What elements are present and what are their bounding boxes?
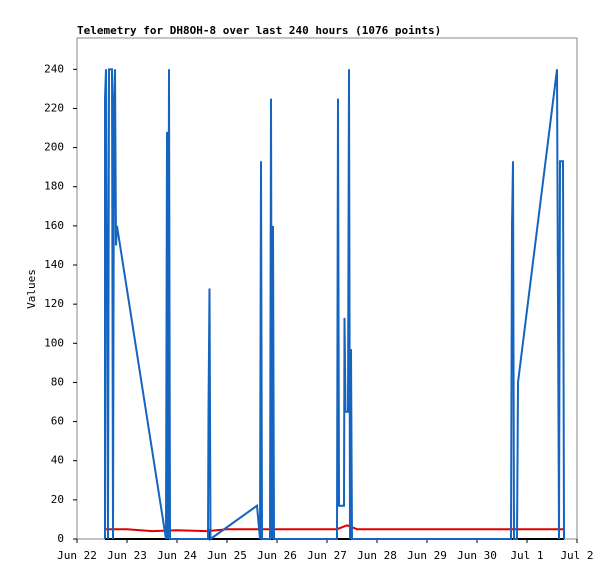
data-line	[104, 68, 565, 541]
y-tick-label: 180	[44, 180, 64, 193]
x-tick-label: Jul 1	[510, 549, 543, 562]
y-tick-label: 80	[51, 375, 64, 388]
x-tick-label: Jun 30	[457, 549, 497, 562]
data-line	[105, 524, 564, 533]
y-tick-label: 140	[44, 258, 64, 271]
y-axis-label: Values	[25, 269, 38, 309]
y-tick-label: 20	[51, 493, 64, 506]
y-tick-label: 200	[44, 141, 64, 154]
chart-title: Telemetry for DH8OH-8 over last 240 hour…	[77, 24, 441, 37]
y-tick-label: 100	[44, 336, 64, 349]
y-tick-label: 60	[51, 415, 64, 428]
x-tick-label: Jun 22	[57, 549, 97, 562]
x-tick-label: Jun 29	[407, 549, 447, 562]
y-tick-label: 220	[44, 101, 64, 114]
y-tick-label: 0	[57, 532, 64, 545]
x-tick-label: Jul 2	[560, 549, 593, 562]
x-tick-label: Jun 28	[357, 549, 397, 562]
x-tick-label: Jun 24	[157, 549, 197, 562]
x-tick-label: Jun 23	[107, 549, 147, 562]
y-tick-label: 160	[44, 219, 64, 232]
plot-frame	[76, 37, 578, 540]
y-tick-label: 120	[44, 297, 64, 310]
y-tick-label: 40	[51, 454, 64, 467]
y-tick-label: 240	[44, 62, 64, 75]
x-tick-label: Jun 26	[257, 549, 297, 562]
x-tick-label: Jun 27	[307, 549, 347, 562]
x-tick-label: Jun 25	[207, 549, 247, 562]
